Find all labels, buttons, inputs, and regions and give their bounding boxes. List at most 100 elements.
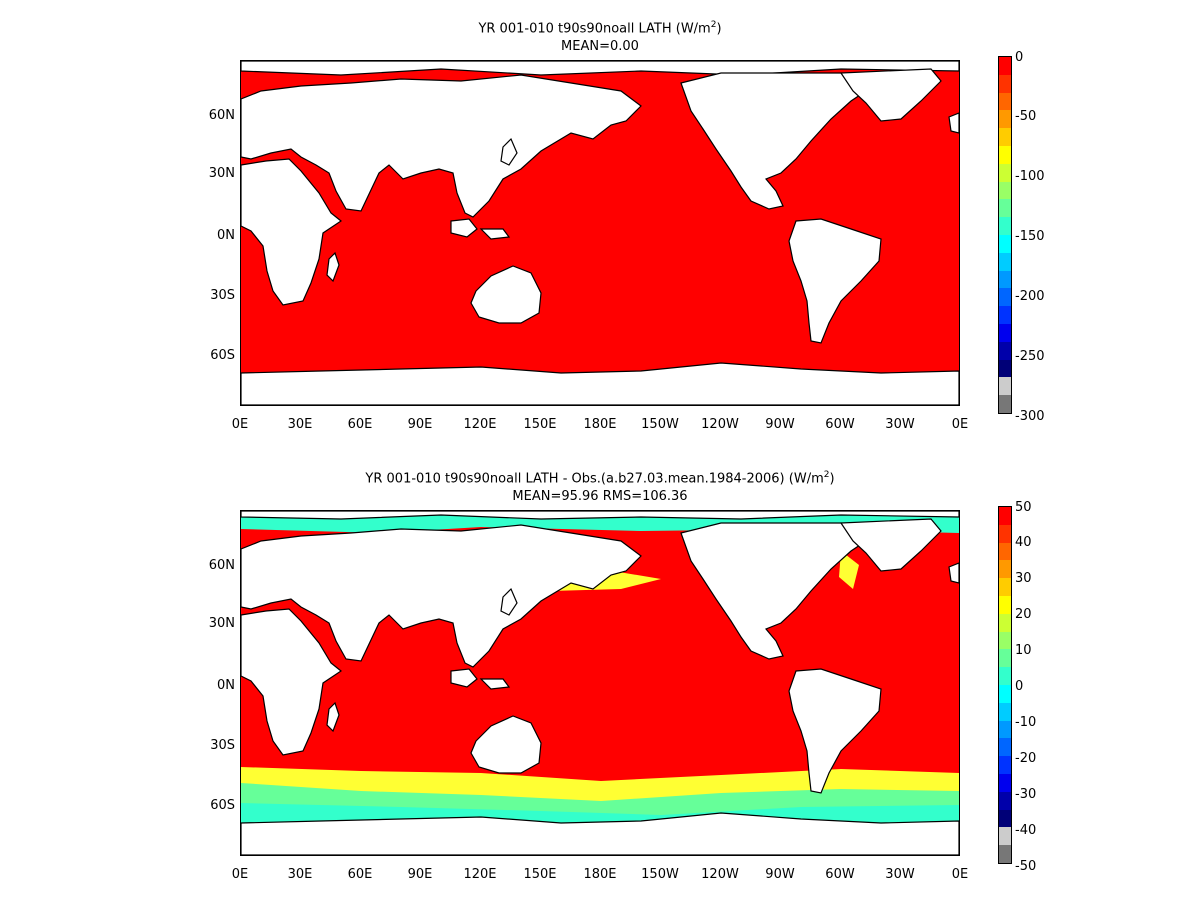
top-land-masses <box>241 61 959 405</box>
colorbar-swatch <box>999 181 1011 200</box>
top-colorbar-label: -50 <box>1015 109 1037 124</box>
colorbar-swatch <box>999 560 1011 579</box>
top-title-sup: 2 <box>710 20 717 30</box>
colorbar-swatch <box>999 92 1011 111</box>
colorbar-swatch <box>999 57 1011 75</box>
top-lat-label-0n: 0N <box>217 228 235 243</box>
colorbar-swatch <box>999 110 1011 129</box>
top-lon-label: 90W <box>765 417 795 432</box>
top-lon-label: 30E <box>287 417 313 432</box>
colorbar-swatch <box>999 145 1011 164</box>
colorbar-swatch <box>999 702 1011 721</box>
colorbar-swatch <box>999 809 1011 828</box>
colorbar-swatch <box>999 524 1011 543</box>
top-title-line1: YR 001-010 t90s90noall LATH (W/m <box>478 21 711 37</box>
bottom-lat-label-0n: 0N <box>217 678 235 693</box>
colorbar-swatch <box>999 631 1011 650</box>
bottom-lon-label: 150E <box>523 867 557 882</box>
top-lon-label: 120E <box>463 417 497 432</box>
bottom-colorbar-label: -50 <box>1015 859 1037 874</box>
top-map-title: YR 001-010 t90s90noall LATH (W/m2) MEAN=… <box>240 16 960 56</box>
colorbar-swatch <box>999 234 1011 253</box>
colorbar-swatch <box>999 288 1011 307</box>
top-lon-label: 120W <box>701 417 739 432</box>
colorbar-swatch <box>999 827 1011 846</box>
colorbar-swatch <box>999 756 1011 774</box>
top-map-svg <box>241 61 959 405</box>
colorbar-swatch <box>999 613 1011 632</box>
bottom-colorbar-label: 20 <box>1015 607 1032 622</box>
top-lon-label: 150E <box>523 417 557 432</box>
top-colorbar-label: -200 <box>1015 289 1045 304</box>
bottom-colorbar-label: -30 <box>1015 787 1037 802</box>
top-colorbar-label: -150 <box>1015 229 1045 244</box>
colorbar-swatch <box>999 377 1011 396</box>
top-colorbar-label: -250 <box>1015 349 1045 364</box>
top-lat-label-60s: 60S <box>210 348 235 363</box>
bottom-lon-label: 60W <box>825 867 855 882</box>
bottom-colorbar <box>998 506 1012 864</box>
colorbar-swatch <box>999 74 1011 93</box>
top-lon-label: 0E <box>951 417 969 432</box>
bottom-lat-label-30n: 30N <box>208 616 235 631</box>
colorbar-swatch <box>999 199 1011 218</box>
top-colorbar-label: -300 <box>1015 409 1045 424</box>
top-lon-label: 60W <box>825 417 855 432</box>
top-map-panel: YR 001-010 t90s90noall LATH (W/m2) MEAN=… <box>208 16 1045 432</box>
colorbar-swatch <box>999 542 1011 561</box>
colorbar-swatch <box>999 270 1011 289</box>
bottom-band-natl-yellow <box>839 551 859 589</box>
colorbar-swatch <box>999 507 1011 525</box>
bottom-colorbar-label: 40 <box>1015 535 1032 550</box>
colorbar-swatch <box>999 791 1011 810</box>
colorbar-swatch <box>999 738 1011 757</box>
top-lat-label-60n: 60N <box>208 108 235 123</box>
bottom-lat-label-60n: 60N <box>208 558 235 573</box>
bottom-colorbar-label: 30 <box>1015 571 1032 586</box>
top-colorbar-label: -100 <box>1015 169 1045 184</box>
colorbar-swatch <box>999 217 1011 235</box>
bottom-lon-label: 60E <box>347 867 373 882</box>
bottom-lat-label-60s: 60S <box>210 798 235 813</box>
colorbar-swatch <box>999 595 1011 614</box>
top-lat-label-30n: 30N <box>208 166 235 181</box>
bottom-colorbar-label: -20 <box>1015 751 1037 766</box>
colorbar-swatch <box>999 359 1011 378</box>
colorbar-swatch <box>999 773 1011 792</box>
bottom-lon-label: 120E <box>463 867 497 882</box>
bottom-lon-label: 0E <box>951 867 969 882</box>
top-title-mean: MEAN=0.00 <box>561 39 639 55</box>
bottom-lon-label: 150W <box>641 867 679 882</box>
bottom-map-svg <box>241 511 959 855</box>
top-lon-label: 0E <box>231 417 249 432</box>
top-lon-label: 60E <box>347 417 373 432</box>
colorbar-swatch <box>999 323 1011 342</box>
bottom-colorbar-label: 0 <box>1015 679 1024 694</box>
bottom-lon-label: 90W <box>765 867 795 882</box>
bottom-lon-label: 90E <box>407 867 433 882</box>
colorbar-swatch <box>999 720 1011 739</box>
bottom-lon-label: 120W <box>701 867 739 882</box>
bottom-title-sup: 2 <box>823 470 830 480</box>
bottom-title-line1: YR 001-010 t90s90noall LATH - Obs.(a.b27… <box>365 471 824 487</box>
top-lon-label: 90E <box>407 417 433 432</box>
bottom-lon-label: 180E <box>583 867 617 882</box>
bottom-colorbar-label: -40 <box>1015 823 1037 838</box>
colorbar-swatch <box>999 845 1011 863</box>
bottom-title-close: ) <box>829 471 835 487</box>
bottom-colorbar-label: 50 <box>1015 500 1032 515</box>
colorbar-swatch <box>999 667 1011 685</box>
bottom-map-panel: YR 001-010 t90s90noall LATH - Obs.(a.b27… <box>0 450 1200 900</box>
colorbar-swatch <box>999 128 1011 146</box>
bottom-title-stats: MEAN=95.96 RMS=106.36 <box>512 489 688 505</box>
bottom-lon-label: 30W <box>885 867 915 882</box>
top-lon-label: 150W <box>641 417 679 432</box>
colorbar-swatch <box>999 252 1011 271</box>
bottom-colorbar-label: 10 <box>1015 643 1032 658</box>
top-colorbar-label: 0 <box>1015 50 1024 65</box>
bottom-lon-label: 30E <box>287 867 313 882</box>
colorbar-swatch <box>999 306 1011 324</box>
bottom-land-masses <box>241 511 959 855</box>
bottom-colorbar-label: -10 <box>1015 715 1037 730</box>
colorbar-swatch <box>999 649 1011 668</box>
